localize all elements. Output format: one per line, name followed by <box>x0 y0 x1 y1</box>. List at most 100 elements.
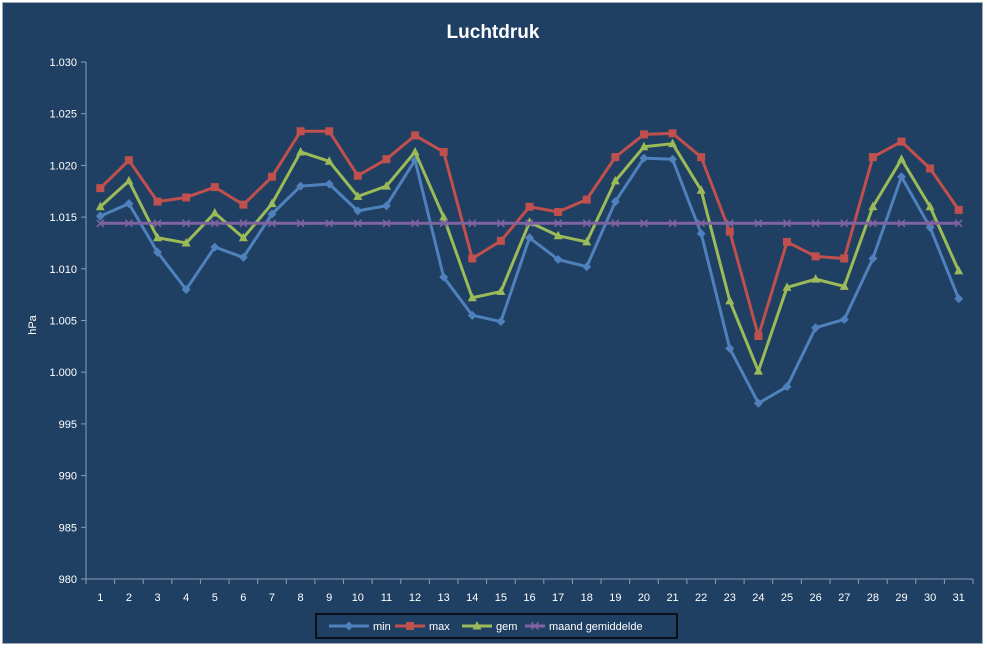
y-tick-label: 1.015 <box>49 212 77 224</box>
data-point <box>411 219 420 228</box>
data-point <box>210 207 220 217</box>
data-point <box>411 131 420 140</box>
data-point <box>926 164 935 173</box>
y-tick-label: 1.030 <box>49 57 77 69</box>
chart-title: Luchtdruk <box>447 22 540 43</box>
data-point <box>468 219 477 228</box>
legend-item-min: min <box>329 621 391 633</box>
data-point <box>811 219 820 228</box>
data-point <box>668 138 678 148</box>
data-point <box>582 236 592 246</box>
marker-stroke <box>897 219 906 228</box>
data-point <box>811 323 821 333</box>
data-point <box>210 219 219 228</box>
data-point <box>611 153 620 162</box>
data-point <box>239 200 248 209</box>
data-point <box>725 227 734 236</box>
data-point <box>554 219 563 228</box>
marker-stroke <box>411 219 420 228</box>
data-point <box>439 212 449 221</box>
data-point <box>725 219 734 228</box>
x-tick-label: 17 <box>552 592 564 604</box>
data-point <box>96 184 105 193</box>
data-point <box>754 219 763 228</box>
marker-stroke <box>182 219 191 228</box>
data-point <box>95 201 105 211</box>
x-tick-label: 18 <box>581 592 593 604</box>
data-point <box>238 232 248 242</box>
data-point <box>582 195 591 204</box>
data-point <box>839 281 849 290</box>
line-chart: Luchtdruk hPa 9809859909951.0001.0051.01… <box>27 22 974 639</box>
data-point <box>896 172 906 182</box>
marker-stroke <box>124 219 133 228</box>
data-point <box>753 398 763 408</box>
data-point <box>353 191 363 200</box>
data-point <box>925 201 935 211</box>
data-point <box>182 219 191 228</box>
data-point <box>496 317 506 327</box>
data-point <box>324 156 334 165</box>
data-point <box>325 127 334 136</box>
legend-marker <box>406 622 414 630</box>
data-point <box>496 286 506 296</box>
data-point <box>239 219 248 228</box>
x-tick-label: 2 <box>126 592 132 604</box>
data-point <box>668 129 677 138</box>
x-tick-label: 9 <box>326 592 332 604</box>
data-point <box>439 147 448 156</box>
data-point <box>238 252 248 262</box>
data-point <box>410 146 420 156</box>
data-point <box>496 236 505 245</box>
data-point <box>439 219 448 228</box>
x-tick-label: 29 <box>895 592 907 604</box>
data-point <box>840 219 849 228</box>
marker-stroke <box>325 219 334 228</box>
marker-stroke <box>811 219 820 228</box>
data-point <box>840 254 849 263</box>
data-point <box>782 282 792 291</box>
data-point <box>926 219 935 228</box>
data-point <box>696 185 706 194</box>
data-point <box>954 205 963 214</box>
data-point <box>296 127 305 136</box>
x-tick-label: 28 <box>867 592 879 604</box>
x-tick-label: 4 <box>183 592 189 604</box>
legend-label: max <box>429 621 450 633</box>
marker-stroke <box>782 219 792 228</box>
data-point <box>96 219 105 228</box>
x-tick-label: 25 <box>781 592 793 604</box>
data-point <box>382 155 391 164</box>
y-tick-label: 995 <box>59 419 77 431</box>
marker-stroke <box>840 219 849 228</box>
data-point <box>668 154 678 164</box>
marker-stroke <box>382 219 391 228</box>
data-point <box>525 219 534 228</box>
data-point <box>353 219 362 228</box>
data-point <box>811 252 820 261</box>
x-tick-label: 19 <box>609 592 621 604</box>
x-tick-label: 10 <box>352 592 364 604</box>
data-point <box>296 146 306 156</box>
data-point <box>153 247 163 257</box>
y-tick-label: 1.010 <box>49 264 77 276</box>
marker-stroke <box>754 219 763 228</box>
data-point <box>296 181 306 191</box>
x-tick-label: 31 <box>953 592 965 604</box>
series-max <box>96 127 963 341</box>
data-point <box>267 198 277 208</box>
marker-stroke <box>639 219 648 228</box>
data-point <box>782 219 792 228</box>
data-point <box>697 219 706 228</box>
marker-stroke <box>530 621 540 631</box>
data-point <box>468 254 477 263</box>
data-point <box>325 219 334 228</box>
data-point <box>610 175 620 185</box>
marker-stroke <box>210 219 219 228</box>
marker-stroke <box>611 219 620 228</box>
x-tick-label: 26 <box>810 592 822 604</box>
data-point <box>896 154 906 163</box>
legend-marker <box>344 621 354 631</box>
legend-item-max: max <box>395 621 450 633</box>
x-tick-label: 20 <box>638 592 650 604</box>
